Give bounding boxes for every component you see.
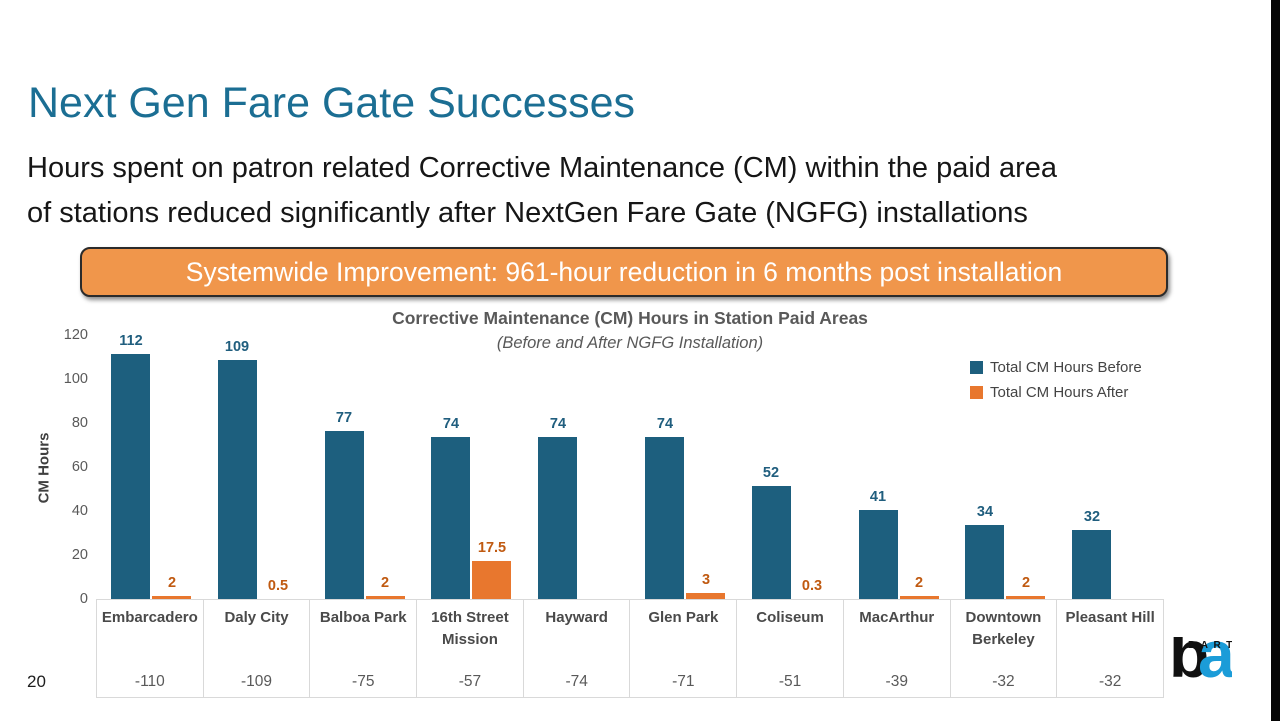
bar-after-label: 3 [701,572,711,588]
y-tick: 20 [71,547,88,563]
station-name: Hayward [545,609,608,626]
bar-after-label: 17.5 [477,540,507,556]
station-name: Daly City [224,609,289,626]
station-name: Coliseum [756,609,824,626]
bar-before [325,431,364,600]
bar-after-label: 2 [1021,575,1031,591]
station-name: MacArthur [859,609,935,626]
delta-value: -75 [352,673,375,690]
bar-after [152,596,191,600]
bar-before [111,354,150,600]
bar-before [965,525,1004,600]
legend-label: Total CM Hours After [990,383,1129,401]
delta-value: -74 [565,673,588,690]
bar-before [218,360,257,600]
bar-before [752,486,791,600]
delta-value: -110 [134,673,165,690]
bar-before-label: 32 [1083,509,1101,525]
delta-value: -57 [458,673,482,690]
bar-before [645,437,684,600]
delta-value: -32 [992,673,1015,690]
bar-before [859,510,898,600]
legend-label: Total CM Hours Before [990,358,1142,376]
bar-after [900,596,939,600]
station-cell: Hayward -74 [522,600,630,697]
station-cell: Balboa Park -75 [309,600,416,697]
bar-after-label: 0.5 [267,578,289,594]
station-name: Embarcadero [101,609,198,626]
slide-subtitle: Hours spent on patron related Corrective… [27,146,1267,236]
station-name: Downtown Berkeley [965,609,1042,648]
legend-swatch [970,385,983,399]
station-cell: Coliseum -51 [736,600,843,697]
bar-before [1072,530,1111,600]
bar-after-label: 2 [167,575,177,591]
delta-value: -39 [885,673,908,690]
chart-title: Corrective Maintenance (CM) Hours in Sta… [392,308,868,328]
y-tick: 40 [71,503,88,519]
bar-before [538,437,577,600]
x-axis-line [96,599,1164,600]
legend-item: Total CM Hours After [970,382,1142,402]
bar-after [1006,596,1045,600]
bar-before-label: 74 [442,416,460,432]
bar-after-label: 2 [914,575,924,591]
delta-value: -32 [1098,673,1122,690]
page-title: Next Gen Fare Gate Successes [28,78,636,127]
subtitle-line-1: Hours spent on patron related Corrective… [27,152,1058,184]
station-cell: MacArthur -39 [842,600,950,697]
bar-before-label: 52 [762,465,780,481]
bar-before-label: 74 [656,416,674,432]
y-tick: 120 [63,327,88,343]
bar-before-label: 112 [119,333,143,349]
station-name: Glen Park [648,609,719,626]
y-tick: 80 [71,415,88,431]
bar-before-label: 109 [224,339,250,355]
y-tick: 0 [79,591,88,607]
legend-swatch [970,360,983,374]
bart-logo-wordmark: BART [1188,640,1232,651]
page-number: 20 [27,672,46,691]
station-cell: Daly City -109 [202,600,310,697]
bart-logo-letter-a: a [1198,637,1232,691]
screen-edge-strip [1271,0,1280,721]
bar-after [366,596,405,600]
y-tick: 100 [63,371,88,387]
bar-before-label: 74 [549,416,567,432]
bar-after-label: 0.3 [801,578,823,594]
chart-subtitle: (Before and After NGFG Installation) [496,334,764,352]
category-table: Embarcadero -110 Daly City -109 Balboa Park -… [96,600,1164,698]
delta-value: -51 [778,673,802,690]
subtitle-line-2: of stations reduced significantly after … [27,197,1028,229]
bar-after-label: 2 [380,575,390,591]
chart-legend: Total CM Hours Before Total CM Hours Afte… [970,357,1142,407]
bart-logo-letter-b: b [1169,637,1210,691]
station-cell: Downtown Berkeley -32 [949,600,1057,697]
delta-value: -71 [672,673,695,690]
bar-after [472,561,511,600]
bar-before-label: 41 [869,489,887,505]
bar-before [431,437,470,600]
station-cell: Embarcadero -110 [96,600,203,697]
bar-before-label: 34 [976,504,994,520]
bart-logo: b a BART [1169,637,1232,700]
station-cell: Glen Park -71 [629,600,736,697]
improvement-banner: Systemwide Improvement: 961-hour reducti… [80,247,1168,297]
bar-before-label: 77 [335,410,353,426]
legend-item: Total CM Hours Before [970,357,1142,377]
station-name: 16th Street Mission [431,609,509,648]
delta-value: -109 [241,673,273,690]
station-name: Pleasant Hill [1065,609,1155,626]
y-tick: 60 [71,459,88,475]
station-cell: 16th Street Mission -57 [416,600,523,697]
improvement-banner-text: Systemwide Improvement: 961-hour reducti… [185,256,1063,287]
station-name: Balboa Park [319,609,407,626]
bar-after [686,593,725,600]
station-cell: Pleasant Hill -32 [1056,600,1163,697]
